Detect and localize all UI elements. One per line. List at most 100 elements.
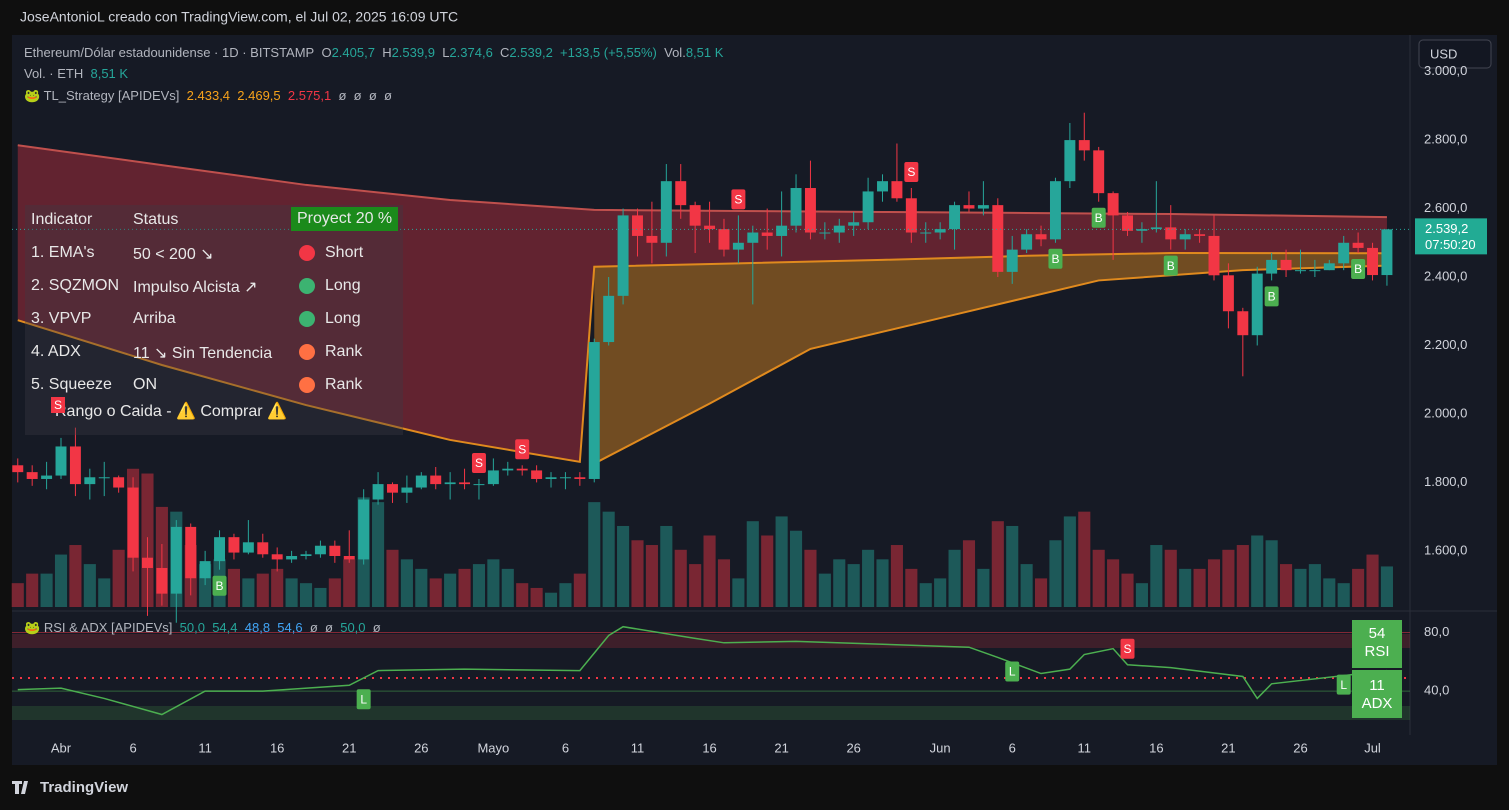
currency-button[interactable] <box>1418 39 1492 69</box>
volume-bar <box>83 564 96 607</box>
candle-body <box>545 477 557 479</box>
candle-body <box>1093 150 1105 194</box>
value: ø <box>384 88 392 103</box>
candle-body <box>1122 215 1133 231</box>
value: 50,0 <box>179 620 205 635</box>
candle-body <box>1194 234 1206 236</box>
volume-bar <box>386 549 399 607</box>
legend-line: Ethereum/Dólar estadounidense · 1D · BIT… <box>24 45 723 60</box>
volume-bar <box>1049 540 1062 607</box>
candle-body <box>372 484 384 500</box>
volume-bar <box>1034 578 1048 607</box>
candle-body <box>113 477 125 488</box>
volume-bar <box>919 583 932 607</box>
candle-body <box>98 477 110 479</box>
volume-bar <box>1380 566 1393 607</box>
volume-bar <box>1135 583 1148 607</box>
volume-bar <box>1107 559 1120 607</box>
candle-body <box>242 542 254 553</box>
candle-body <box>905 198 917 233</box>
x-tick-label: 16 <box>702 740 716 755</box>
candle-body <box>1367 247 1379 276</box>
volume-bar <box>948 549 961 607</box>
volume-bar <box>934 578 947 607</box>
volume-bar <box>573 573 586 607</box>
status-dot <box>299 311 315 327</box>
label: Vol. · ETH <box>24 66 84 81</box>
table-badge: S <box>51 397 66 413</box>
status-dot <box>299 245 315 261</box>
rsi-signal-badge <box>1336 674 1351 695</box>
table-cell: Impulso Alcista ↗ <box>133 279 258 296</box>
candle-body <box>790 188 802 226</box>
volume-bar <box>674 549 687 607</box>
x-tick-label: 26 <box>846 740 860 755</box>
area-fill <box>594 253 1387 464</box>
candle-body <box>314 545 326 555</box>
signal-badge <box>904 162 919 183</box>
candle-body <box>199 561 211 579</box>
x-tick-label: Abr <box>51 740 72 755</box>
rsi-signal-label: S <box>1124 642 1132 656</box>
candle-body <box>833 225 845 233</box>
rsi-tick-label: 40,0 <box>1424 683 1449 698</box>
signal-label: S <box>518 442 526 456</box>
volume-bar <box>472 564 486 607</box>
volume-bar <box>1078 511 1091 607</box>
volume-bar <box>991 521 1004 607</box>
candle-body <box>1266 259 1278 274</box>
volume-bar <box>112 549 125 607</box>
volume-bar <box>299 583 313 607</box>
candle-body <box>1352 242 1364 248</box>
volume-bar <box>444 573 457 607</box>
volume-bar <box>1280 564 1293 607</box>
key: O <box>321 45 332 60</box>
candle-body <box>1208 235 1220 276</box>
volume-bar <box>429 578 442 607</box>
candle-body <box>41 475 53 479</box>
volume-bar <box>343 559 356 607</box>
candle-body <box>949 205 961 230</box>
candle-body <box>660 181 672 243</box>
table-cell: Arriba <box>133 310 176 327</box>
candle-body <box>387 484 398 493</box>
value: ø <box>338 88 347 103</box>
candle-body <box>1049 181 1061 240</box>
candle-body <box>84 477 96 485</box>
volume-bar <box>271 568 284 607</box>
value: ø <box>368 88 377 103</box>
currency-label: USD <box>1430 46 1457 61</box>
value: 2.539,2 <box>509 45 553 60</box>
candle-body <box>1150 227 1162 230</box>
x-tick-label: 16 <box>1149 740 1163 755</box>
status-dot <box>299 377 315 393</box>
candle-body <box>257 542 269 555</box>
candle-body <box>170 526 182 594</box>
candle-body <box>444 482 456 485</box>
volume-bar <box>530 587 543 607</box>
adx-value-box <box>1352 670 1402 718</box>
volume-bar <box>98 578 111 607</box>
status-dot <box>299 278 315 294</box>
y-tick-label: 2.200,0 <box>1424 337 1467 352</box>
candle-body <box>55 446 67 476</box>
candle-body <box>1064 140 1076 182</box>
indicator-table: Indicator Status Proyect 20 % Rango o Ca… <box>25 205 403 435</box>
volume-bar <box>1150 545 1163 607</box>
volume-bar <box>876 559 889 607</box>
x-tick-label: 6 <box>562 740 569 755</box>
text: Comprar <box>200 403 263 420</box>
candle-body <box>732 242 744 250</box>
signal-badge <box>515 439 530 460</box>
table-header: Proyect 20 % <box>291 207 399 231</box>
candle-body <box>459 482 471 485</box>
signal-label: S <box>734 193 742 207</box>
countdown-label: 07:50:20 <box>1425 237 1476 252</box>
volume-bar <box>1366 554 1379 607</box>
candle-body <box>877 181 888 192</box>
table-cell: 2. SQZMON <box>31 277 120 294</box>
volume-bar <box>703 535 716 607</box>
candle-body <box>704 225 716 230</box>
footer-brand: TradingView <box>40 779 128 796</box>
